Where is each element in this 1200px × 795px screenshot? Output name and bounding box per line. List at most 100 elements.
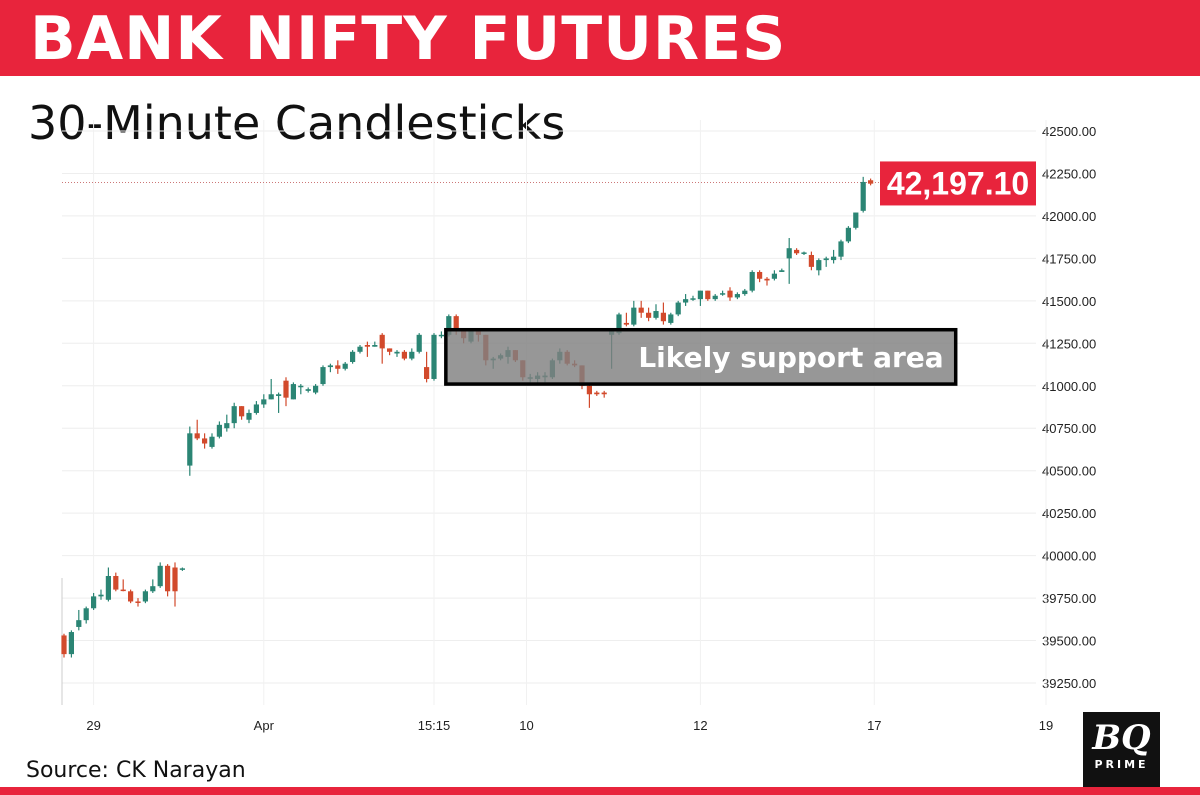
candle-up: [668, 314, 674, 323]
candle-up: [734, 294, 740, 298]
x-tick-label: Apr: [254, 718, 275, 733]
candle-up: [431, 334, 437, 379]
candle-down: [638, 307, 644, 313]
candle-up: [91, 596, 97, 609]
candle-up: [616, 314, 622, 334]
candle-down: [194, 433, 200, 439]
candle-up: [68, 632, 74, 655]
candle-down: [623, 322, 629, 325]
candle-up: [320, 367, 326, 385]
candle-up: [187, 433, 193, 466]
candle-down: [120, 589, 126, 592]
bottom-bar: [0, 787, 1200, 795]
candle-up: [631, 307, 637, 325]
candle-up: [409, 351, 415, 359]
last-price-value: 42,197.10: [887, 165, 1029, 201]
candle-up: [313, 385, 319, 393]
x-tick-label: 19: [1039, 718, 1053, 733]
candle-up: [276, 394, 282, 396]
candle-up: [675, 302, 681, 315]
candle-up: [742, 290, 748, 295]
candle-down: [165, 565, 171, 592]
candle-up: [416, 334, 422, 352]
y-tick-label: 42000.00: [1042, 209, 1096, 224]
candle-down: [364, 345, 370, 347]
candle-up: [327, 365, 333, 368]
candle-up: [438, 334, 444, 337]
support-area-box: [444, 327, 958, 386]
candle-up: [372, 345, 378, 347]
source-credit: Source: CK Narayan: [26, 758, 246, 783]
y-tick-label: 41500.00: [1042, 294, 1096, 309]
candle-up: [712, 295, 718, 300]
candle-down: [586, 385, 592, 395]
candle-down: [113, 575, 119, 590]
x-tick-label: 12: [693, 718, 707, 733]
candle-up: [157, 565, 163, 587]
y-tick-label: 39250.00: [1042, 676, 1096, 691]
candle-down: [705, 290, 711, 300]
candle-up: [831, 256, 837, 261]
candle-down: [128, 591, 134, 602]
candle-down: [202, 438, 208, 444]
x-tick-label: 29: [86, 718, 100, 733]
last-price-badge: [880, 161, 1036, 206]
candle-up: [268, 394, 274, 400]
candle-up: [261, 399, 267, 405]
candle-up: [801, 252, 807, 254]
candle-up: [342, 363, 348, 369]
candle-down: [453, 316, 459, 330]
candle-down: [727, 290, 733, 298]
candle-down: [868, 180, 874, 184]
candle-down: [424, 367, 430, 379]
candle-up: [253, 404, 259, 413]
candle-up: [83, 608, 89, 621]
candle-up: [690, 298, 696, 300]
candle-up: [779, 270, 785, 272]
y-tick-label: 39500.00: [1042, 634, 1096, 649]
candle-up: [683, 299, 689, 303]
chart-subtitle: 30-Minute Candlesticks: [28, 96, 566, 150]
candle-up: [823, 258, 829, 261]
y-tick-label: 40000.00: [1042, 549, 1096, 564]
candle-up: [845, 227, 851, 242]
candle-up: [860, 181, 866, 211]
y-tick-label: 40250.00: [1042, 506, 1096, 521]
candle-up: [98, 594, 104, 597]
candle-up: [179, 568, 185, 570]
candle-down: [61, 635, 67, 655]
y-tick-label: 41750.00: [1042, 251, 1096, 266]
candle-down: [172, 567, 178, 592]
title-banner: BANK NIFTY FUTURES: [0, 0, 1200, 76]
candle-down: [646, 312, 652, 318]
y-tick-label: 41250.00: [1042, 336, 1096, 351]
candle-up: [150, 586, 156, 592]
candle-down: [335, 365, 341, 369]
candle-down: [764, 278, 770, 281]
candle-up: [771, 273, 777, 279]
candle-down: [594, 392, 600, 395]
candle-up: [142, 591, 148, 602]
candle-up: [394, 351, 400, 354]
candle-down: [387, 348, 393, 352]
x-tick-label: 17: [867, 718, 881, 733]
candle-up: [105, 575, 111, 600]
candle-up: [749, 271, 755, 291]
candle-down: [379, 334, 385, 349]
candle-down: [601, 392, 607, 395]
y-tick-label: 39750.00: [1042, 591, 1096, 606]
candle-down: [135, 601, 141, 603]
candle-up: [298, 385, 304, 388]
candle-up: [816, 260, 822, 271]
candle-up: [350, 351, 356, 362]
candle-down: [757, 271, 763, 279]
candle-up: [305, 389, 311, 391]
y-tick-label: 40500.00: [1042, 464, 1096, 479]
candle-up: [246, 412, 252, 420]
candle-up: [653, 311, 659, 318]
y-tick-label: 42250.00: [1042, 166, 1096, 181]
chart-title: BANK NIFTY FUTURES: [30, 4, 787, 74]
candle-up: [853, 212, 859, 228]
candle-up: [231, 406, 237, 424]
